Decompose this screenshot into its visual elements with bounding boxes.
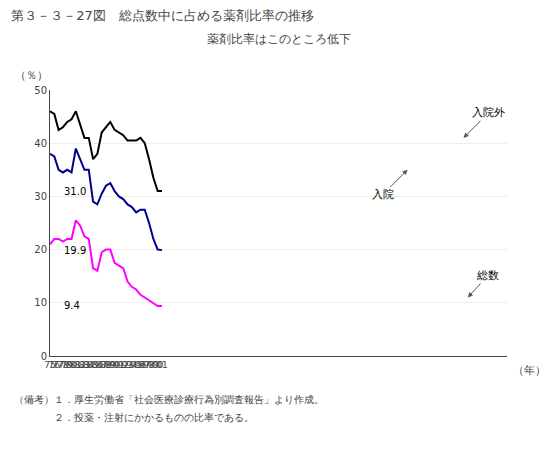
svg-text:77: 77 xyxy=(53,360,64,370)
svg-text:（年）: （年） xyxy=(513,364,546,377)
svg-text:80: 80 xyxy=(66,360,78,370)
svg-text:89: 89 xyxy=(105,360,117,370)
svg-text:84: 84 xyxy=(83,360,95,370)
svg-text:19.9: 19.9 xyxy=(64,245,86,256)
svg-text:90: 90 xyxy=(109,360,121,370)
svg-text:第３－３－27図 総点数中に占める薬剤比率の推移: 第３－３－27図 総点数中に占める薬剤比率の推移 xyxy=(11,8,314,23)
svg-text:75: 75 xyxy=(44,360,55,370)
svg-text:76: 76 xyxy=(49,360,61,370)
svg-text:88: 88 xyxy=(100,360,112,370)
svg-text:0: 0 xyxy=(41,351,47,362)
svg-text:86: 86 xyxy=(92,360,104,370)
svg-text:50: 50 xyxy=(34,85,47,96)
svg-text:93: 93 xyxy=(122,360,133,370)
svg-text:薬剤比率はこのところ低下: 薬剤比率はこのところ低下 xyxy=(207,32,351,46)
svg-text:98: 98 xyxy=(143,360,155,370)
svg-text:87: 87 xyxy=(96,360,107,370)
svg-text:95: 95 xyxy=(130,360,141,370)
svg-text:総数: 総数 xyxy=(476,269,499,282)
svg-text:79: 79 xyxy=(62,360,74,370)
svg-text:40: 40 xyxy=(34,138,47,149)
svg-text:10: 10 xyxy=(34,297,47,308)
svg-text:85: 85 xyxy=(87,360,98,370)
svg-text:96: 96 xyxy=(135,360,147,370)
svg-text:9.4: 9.4 xyxy=(64,300,80,311)
svg-text:00: 00 xyxy=(152,360,164,370)
svg-text:01: 01 xyxy=(156,360,167,370)
svg-text:94: 94 xyxy=(126,360,138,370)
svg-text:82: 82 xyxy=(74,360,85,370)
svg-text:92: 92 xyxy=(117,360,128,370)
svg-text:（備考）１．厚生労働省「社会医療診療行為別調査報告」より作成: （備考）１．厚生労働省「社会医療診療行為別調査報告」より作成。 xyxy=(14,394,324,405)
svg-text:（％）: （％） xyxy=(15,69,48,82)
svg-text:入院: 入院 xyxy=(372,188,394,201)
svg-text:20: 20 xyxy=(34,244,47,255)
svg-text:97: 97 xyxy=(139,360,150,370)
svg-text:99: 99 xyxy=(148,360,160,370)
svg-text:83: 83 xyxy=(79,360,90,370)
svg-text:入院外: 入院外 xyxy=(472,106,505,119)
svg-text:91: 91 xyxy=(113,360,124,370)
svg-text:31.0: 31.0 xyxy=(64,186,86,197)
svg-text:30: 30 xyxy=(34,191,47,202)
svg-text:81: 81 xyxy=(70,360,81,370)
svg-text:78: 78 xyxy=(57,360,69,370)
svg-text:２．投薬・注射にかかるものの比率である。: ２．投薬・注射にかかるものの比率である。 xyxy=(14,412,254,423)
